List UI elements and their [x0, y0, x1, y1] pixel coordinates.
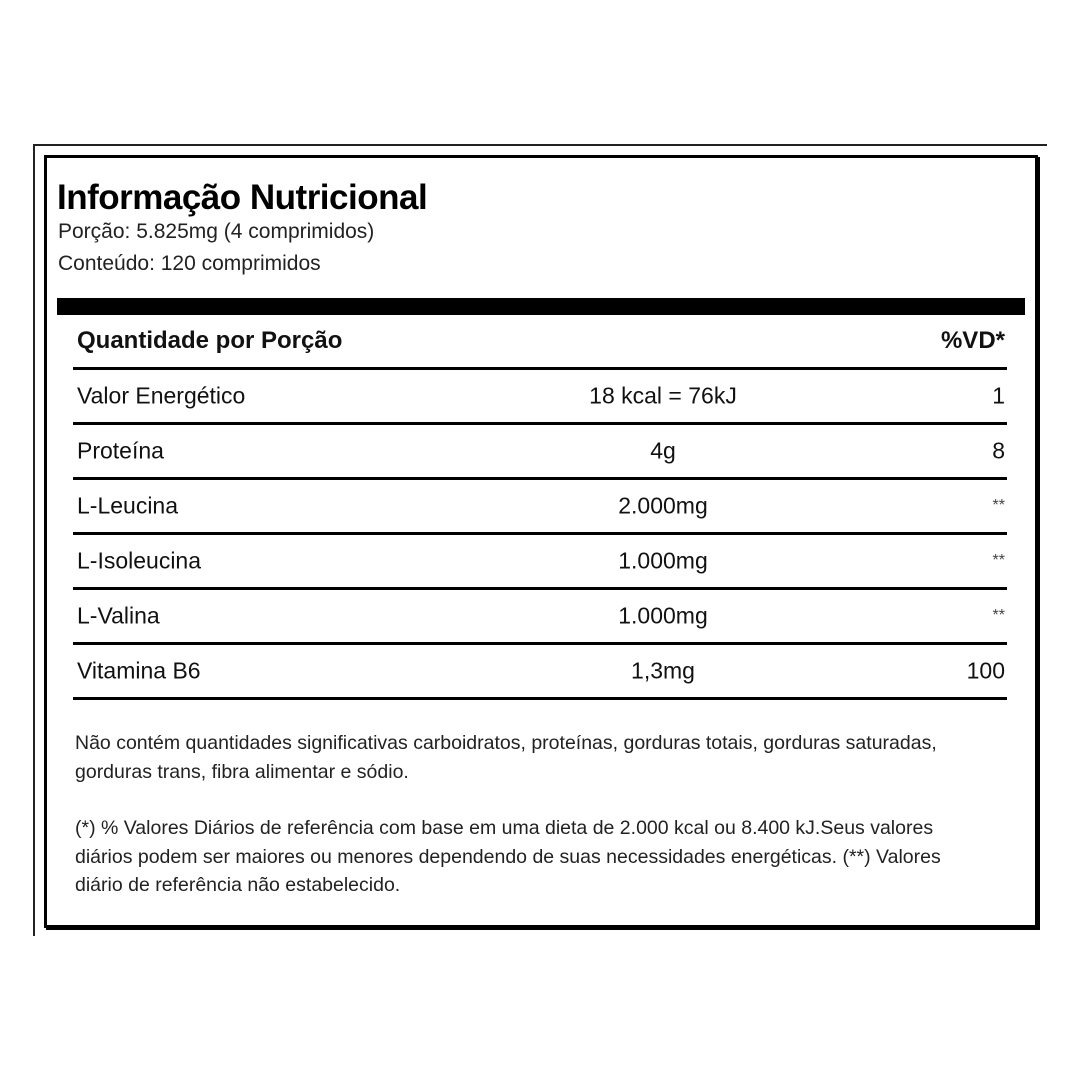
label-title: Informação Nutricional	[57, 178, 428, 217]
nutrient-name: Proteína	[77, 437, 164, 464]
outer-border-top	[33, 144, 1047, 146]
header-vd: %VD*	[940, 327, 1005, 354]
table-row: L-Isoleucina 1.000mg **	[73, 535, 1007, 590]
nutrient-amount: 4g	[650, 437, 676, 464]
nutrient-vd: 1	[992, 382, 1005, 409]
table-header: Quantidade por Porção %VD*	[73, 315, 1007, 370]
nutrient-amount: 1,3mg	[631, 657, 695, 684]
outer-border-left	[33, 144, 35, 936]
nutrient-amount: 18 kcal = 76kJ	[589, 382, 737, 409]
content-text: Conteúdo: 120 comprimidos	[58, 252, 321, 275]
nutrient-amount: 2.000mg	[618, 492, 708, 519]
nutrient-amount: 1.000mg	[618, 547, 708, 574]
table-row: L-Leucina 2.000mg **	[73, 480, 1007, 535]
header-label: Quantidade por Porção	[77, 327, 343, 354]
table-row: Proteína 4g 8	[73, 425, 1007, 480]
table-row: L-Valina 1.000mg **	[73, 590, 1007, 645]
nutrient-vd: **	[992, 607, 1005, 624]
reference-note: (*) % Valores Diários de referência com …	[75, 817, 941, 896]
thick-divider	[57, 298, 1025, 315]
nutrient-vd: 8	[992, 437, 1005, 464]
nutrient-name: L-Valina	[77, 602, 160, 629]
nutrient-name: L-Isoleucina	[77, 547, 202, 574]
nutrient-vd: **	[992, 497, 1005, 514]
table-row: Vitamina B6 1,3mg 100	[73, 645, 1007, 700]
portion-text: Porção: 5.825mg (4 comprimidos)	[58, 220, 375, 243]
nutrient-vd: **	[992, 552, 1005, 569]
not-contains-note: Não contém quantidades significativas ca…	[75, 732, 937, 783]
nutrient-name: L-Leucina	[77, 492, 179, 519]
nutrition-label-box	[44, 155, 1038, 928]
table-row: Valor Energético 18 kcal = 76kJ 1	[73, 370, 1007, 425]
nutrient-amount: 1.000mg	[618, 602, 708, 629]
nutrient-name: Vitamina B6	[77, 657, 201, 684]
nutrient-vd: 100	[966, 657, 1005, 684]
nutrient-name: Valor Energético	[77, 382, 246, 409]
